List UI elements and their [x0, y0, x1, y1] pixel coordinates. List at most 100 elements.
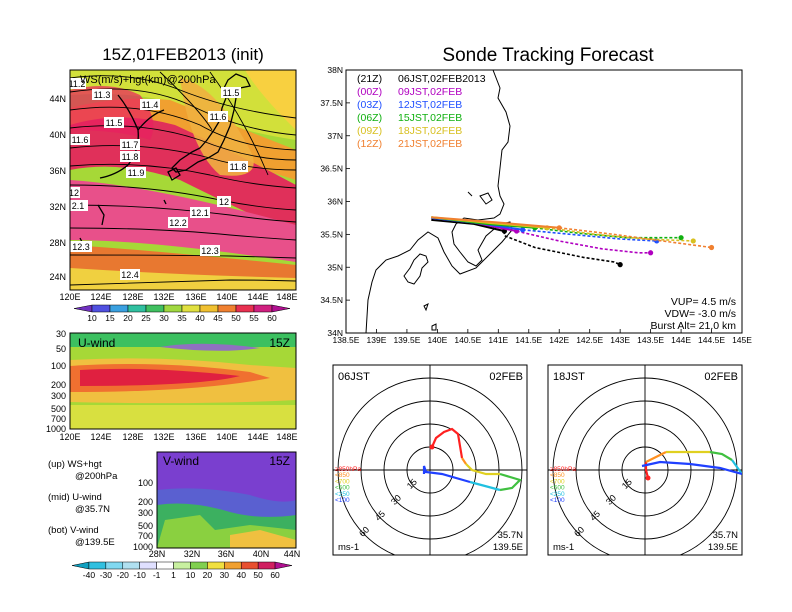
hodo-ring-label: 45 — [588, 509, 602, 523]
track-lon-tick: 141.5E — [515, 335, 542, 345]
svg-text:300: 300 — [51, 391, 66, 401]
v-wind-time: 15Z — [269, 454, 290, 468]
hodo-level-legend: <250 — [550, 491, 565, 498]
u-band-purple — [160, 343, 260, 351]
hodo-level-legend: <850 — [335, 472, 350, 479]
colorbar2-label: -20 — [117, 570, 130, 580]
colorbar1-swatch — [217, 304, 237, 313]
colorbar2-swatch — [122, 561, 140, 570]
svg-text:12.2: 12.2 — [169, 218, 187, 228]
hodo-level-legend: <500 — [550, 485, 565, 492]
svg-text:(03Z): (03Z) — [357, 99, 382, 111]
right-title: Sonde Tracking Forecast — [442, 45, 654, 66]
u-wind-panel: U-wind 15Z 30 50 100 200 300 500 700 100… — [46, 329, 298, 442]
track-burst-point — [520, 227, 526, 233]
colorbar2-swatch — [88, 561, 107, 570]
svg-text:21JST,02FEB: 21JST,02FEB — [398, 138, 462, 150]
track-lat-tick: 37N — [327, 131, 343, 141]
track-lon-tick: 144.5E — [698, 335, 725, 345]
u-lon-ticks: 120E 124E 128E 132E 136E 140E 144E 148E — [59, 432, 297, 442]
track-lon-tick: 140.5E — [454, 335, 481, 345]
svg-text:11.9: 11.9 — [128, 168, 145, 178]
u-frame — [69, 332, 297, 430]
hodo-ring-label: 30 — [389, 493, 403, 507]
svg-text:12: 12 — [219, 197, 229, 207]
svg-text:11.3: 11.3 — [94, 90, 111, 100]
svg-text:18JST,02FEB: 18JST,02FEB — [398, 125, 462, 137]
svg-text:11.2: 11.2 — [69, 79, 86, 89]
hodo2-trace — [641, 450, 742, 479]
svg-text:@200hPa: @200hPa — [75, 471, 118, 482]
track-lat-tick: 35N — [327, 262, 343, 272]
track-lon-tick: 143E — [610, 335, 630, 345]
hodo-ring-label: 60 — [357, 525, 371, 539]
colorbar2-label: 60 — [270, 570, 280, 580]
hodo-ring-label: 15 — [405, 477, 419, 491]
svg-text:700: 700 — [138, 531, 153, 541]
track-line-descent — [522, 229, 657, 242]
colorbar2-swatch — [274, 561, 293, 570]
track-landing-point — [617, 262, 623, 268]
legend-item-06z: (06Z) 15JST,02FEB — [357, 112, 462, 124]
track-info: VUP= 4.5 m/s VDW= -3.0 m/s Burst Alt= 21… — [651, 296, 737, 332]
colorbar1-label: 60 — [267, 313, 277, 323]
track-lat-tick: 34N — [327, 328, 343, 338]
track-lat-tick: 34.5N — [320, 295, 343, 305]
legend-item-00z: (00Z) 09JST,02FEB — [357, 86, 462, 98]
colorbar1-swatch — [253, 304, 273, 313]
colorbar2-swatch — [105, 561, 124, 570]
colorbar2-label: -30 — [100, 570, 113, 580]
track-landing-point — [708, 244, 715, 251]
colorbar1-swatch — [145, 304, 165, 313]
v-lat-ticks: 28N 32N 36N 40N 44N — [149, 549, 301, 559]
wind-speed-map: 11.2 11.3 11.4 11.5 11.5 11.6 11.6 11.7 … — [49, 69, 298, 302]
colorbar2-label: 1 — [171, 570, 176, 580]
svg-text:32N: 32N — [49, 202, 66, 212]
hodo-lon: 139.5E — [708, 542, 738, 553]
svg-text:40N: 40N — [253, 549, 270, 559]
svg-text:(bot) V-wind: (bot) V-wind — [48, 525, 99, 536]
hodo-level-legend: <700 — [550, 478, 565, 485]
track-legend: (21Z) 06JST,02FEB2013 (00Z) 09JST,02FEB (0… — [357, 73, 486, 150]
wind-speed-colorbar: 10 15 20 25 30 35 40 45 50 55 60 — [73, 304, 291, 323]
colorbar1-swatch — [235, 304, 255, 313]
track-line-ascent — [431, 218, 505, 233]
svg-text:(12Z): (12Z) — [357, 138, 382, 150]
hodo-date: 02FEB — [489, 371, 523, 383]
svg-text:11.7: 11.7 — [122, 140, 139, 150]
hodo-time: 18JST — [553, 371, 585, 383]
hodo-level-legend: <850 — [550, 472, 565, 479]
svg-text:Burst Alt= 21.0 km: Burst Alt= 21.0 km — [651, 320, 737, 332]
svg-text:44N: 44N — [49, 94, 66, 104]
svg-text:30: 30 — [56, 329, 66, 339]
svg-text:28N: 28N — [149, 549, 166, 559]
svg-text:11.4: 11.4 — [142, 100, 159, 110]
hodo1-rings — [333, 365, 527, 555]
svg-text:@35.7N: @35.7N — [75, 504, 110, 515]
legend-item-09z: (09Z) 18JST,02FEB — [357, 125, 462, 137]
track-lon-tick: 145E — [732, 335, 752, 345]
track-line-ascent — [431, 216, 560, 229]
track-frame — [345, 69, 743, 334]
legend-item-03z: (03Z) 12JST,02FEB — [357, 99, 462, 111]
track-lines — [431, 216, 715, 268]
svg-text:28N: 28N — [49, 238, 66, 248]
svg-text:500: 500 — [138, 521, 153, 531]
track-landing-point — [690, 238, 696, 244]
hodo2-start-marker — [645, 475, 651, 481]
svg-text:06JST,02FEB2013: 06JST,02FEB2013 — [398, 73, 486, 85]
hodograph-labels: 06JST 02FEB35.7N139.5Ems-1≥850hPa<850<700… — [335, 371, 738, 553]
svg-text:124E: 124E — [90, 432, 111, 442]
colorbar2-swatch — [224, 561, 242, 570]
hodo-level-legend: <500 — [335, 485, 350, 492]
svg-text:144E: 144E — [247, 292, 268, 302]
hodo-level-legend: <700 — [335, 478, 350, 485]
colorbar1-label: 25 — [141, 313, 151, 323]
svg-text:(09Z): (09Z) — [357, 125, 382, 137]
top-map-label: WS(m/s)+hgt(km)@200hPa — [80, 74, 216, 86]
svg-text:144E: 144E — [247, 432, 268, 442]
svg-text:44N: 44N — [284, 549, 301, 559]
svg-text:36N: 36N — [49, 166, 66, 176]
track-lon-tick: 140E — [427, 335, 447, 345]
